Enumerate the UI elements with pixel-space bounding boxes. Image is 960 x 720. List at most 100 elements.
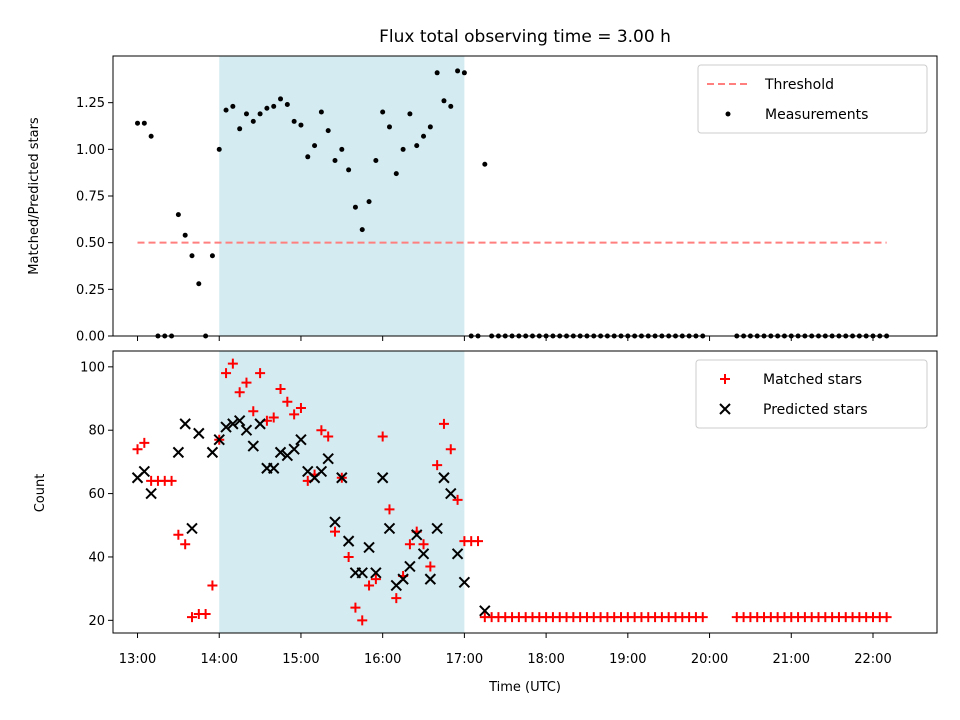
measurement-point	[257, 111, 263, 117]
ratio-y-axis-label: Matched/Predicted stars	[27, 117, 42, 275]
count-y-axis-label: Count	[33, 474, 48, 513]
legend-measurements-swatch	[725, 111, 731, 117]
predicted-star-point	[295, 434, 307, 446]
x-tick-label: 17:00	[446, 652, 483, 667]
measurement-point	[216, 146, 222, 152]
predicted-star-point	[411, 529, 423, 541]
chart-title: Flux total observing time = 3.00 h	[379, 27, 671, 47]
predicted-star-point	[336, 472, 348, 484]
measurement-point	[318, 109, 324, 115]
measurement-point	[455, 68, 461, 74]
x-tick-label: 16:00	[364, 652, 401, 667]
count-y-tick-label: 20	[88, 614, 105, 629]
measurement-point	[196, 281, 202, 287]
count-legend: Matched stars Predicted stars	[695, 359, 928, 429]
ratio-y-tick-label: 0.00	[76, 330, 105, 345]
ratio-x-ticks	[137, 336, 874, 341]
matched-star-point	[248, 406, 259, 417]
matched-star-point	[139, 437, 150, 448]
matched-star-point	[350, 602, 361, 613]
matched-stars-series	[132, 358, 892, 626]
measurement-point	[237, 126, 243, 132]
legend-threshold-label: Threshold	[764, 77, 834, 93]
predicted-star-point	[206, 446, 219, 459]
matched-star-point	[404, 539, 415, 550]
count-x-axis: 13:00 14:00 15:00 16:00 17:00 18:00 19:00 20:00…	[119, 633, 892, 667]
measurement-point	[346, 167, 352, 173]
predicted-star-point	[193, 427, 205, 440]
predicted-star-point	[383, 522, 396, 535]
count-y-tick-label: 80	[88, 424, 105, 439]
measurement-point	[461, 70, 467, 76]
predicted-star-point	[254, 418, 266, 430]
predicted-star-point	[404, 560, 416, 573]
measurement-point	[230, 103, 236, 109]
matched-star-point	[438, 418, 449, 429]
matched-star-point	[377, 431, 388, 442]
legend-measurements-label: Measurements	[765, 107, 868, 123]
measurement-point	[182, 232, 188, 238]
matched-star-point	[432, 460, 443, 471]
matched-star-point	[186, 612, 197, 623]
measurement-point	[148, 133, 154, 139]
predicted-star-point	[329, 516, 341, 528]
matched-star-point	[445, 444, 456, 455]
predicted-stars-series	[131, 415, 491, 617]
predicted-star-point	[179, 418, 191, 430]
measurement-point	[135, 120, 141, 126]
ratio-legend: Threshold Measurements	[697, 64, 928, 134]
matched-star-point	[357, 615, 368, 626]
measurement-point	[332, 158, 338, 164]
x-tick-label: 18:00	[527, 652, 564, 667]
x-axis-label: Time (UTC)	[488, 680, 561, 695]
predicted-star-point	[274, 446, 287, 459]
matched-star-point	[391, 593, 402, 604]
matched-star-point	[473, 536, 484, 547]
predicted-star-point	[220, 421, 232, 433]
matched-star-point	[173, 529, 184, 540]
measurement-point	[175, 212, 181, 218]
matched-star-point	[295, 403, 306, 414]
ratio-y-tick-label: 0.75	[76, 190, 105, 205]
matched-star-point	[234, 387, 245, 398]
matched-star-point	[425, 561, 436, 572]
count-y-tick-label: 60	[88, 487, 105, 502]
x-tick-label: 15:00	[282, 652, 319, 667]
predicted-star-point	[363, 541, 375, 554]
measurement-point	[352, 204, 358, 210]
measurement-point	[278, 96, 284, 102]
ratio-panel: 0.00 0.25 0.50 0.75 1.00 1.25 Flux total obse…	[27, 27, 938, 345]
predicted-star-point	[145, 487, 157, 500]
predicted-star-point	[247, 440, 259, 452]
measurement-point	[243, 111, 249, 117]
matched-star-point	[316, 425, 327, 436]
measurement-point	[441, 98, 447, 104]
measurement-point	[448, 103, 454, 109]
count-panel: 20 40 60 80 100 13:00 14:00 15:00 16:00 17:00 18:…	[33, 350, 938, 695]
predicted-star-point	[138, 465, 151, 478]
count-legend-box	[695, 359, 928, 429]
measurement-point	[359, 227, 365, 233]
ratio-y-tick-label: 0.25	[76, 283, 105, 298]
matched-star-point	[452, 494, 463, 505]
predicted-star-point	[370, 567, 382, 579]
measurement-point	[223, 107, 229, 113]
observing-window-shade	[219, 56, 465, 336]
matched-star-point	[132, 444, 143, 455]
predicted-star-point	[451, 548, 464, 560]
legend-matched-label: Matched stars	[763, 372, 862, 388]
legend-predicted-swatch	[719, 403, 731, 415]
predicted-star-point	[186, 522, 198, 535]
measurement-point	[141, 120, 147, 126]
matched-star-point	[323, 431, 334, 442]
predicted-star-point	[322, 453, 334, 465]
measurement-point	[271, 103, 277, 109]
matched-star-point	[289, 409, 300, 420]
measurement-point	[209, 253, 215, 259]
measurement-point	[427, 124, 433, 130]
matched-star-point	[384, 504, 395, 515]
measurement-point	[250, 118, 256, 124]
matched-star-point	[227, 358, 238, 369]
matched-star-point	[200, 608, 211, 619]
